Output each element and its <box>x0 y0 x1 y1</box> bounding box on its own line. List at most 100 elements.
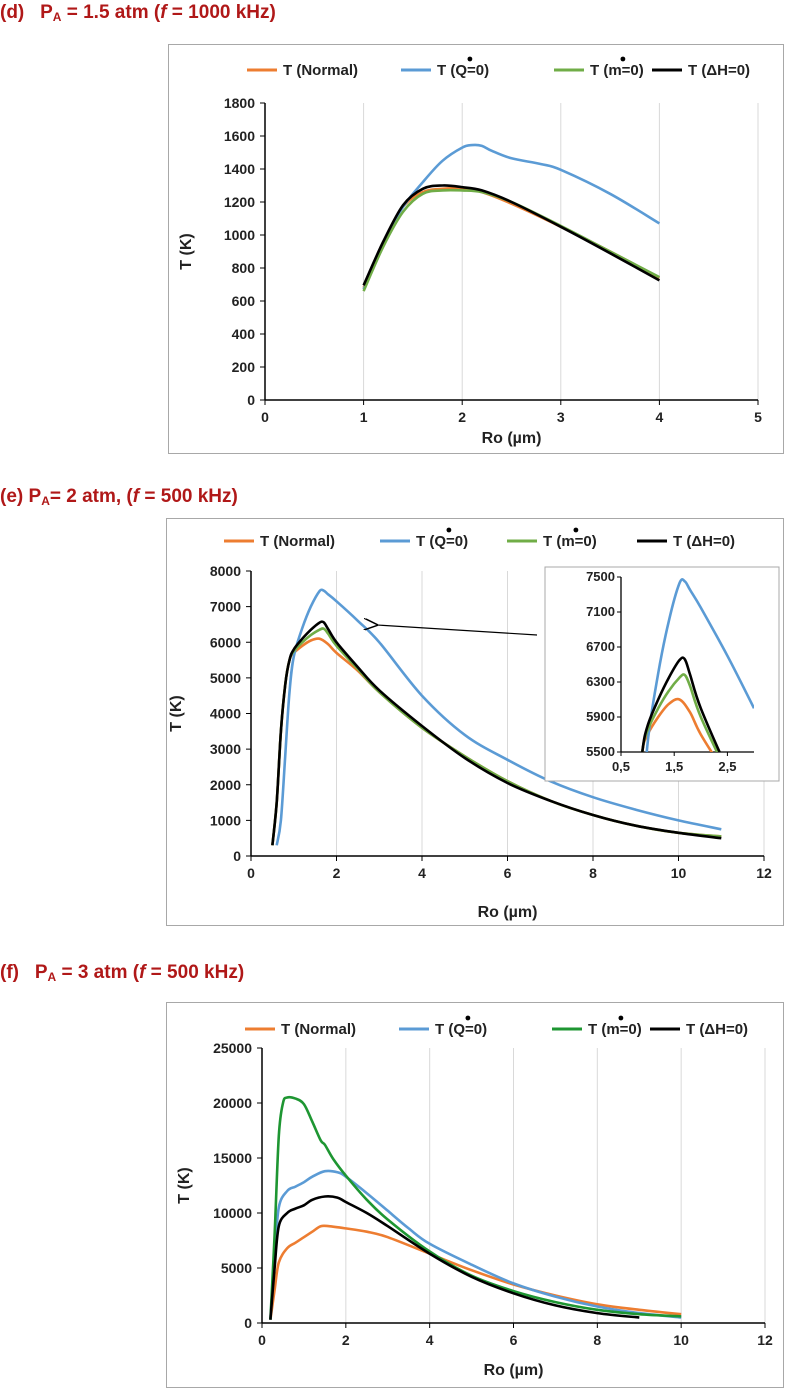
panel-d-heading: (d) PA = 1.5 atm (f = 1000 kHz) <box>0 2 276 24</box>
legend-label: T (m=0) <box>590 62 644 79</box>
heading-sub: A <box>52 10 62 24</box>
y-tick-label: 1400 <box>224 161 255 177</box>
inset-y-tick-label: 5900 <box>586 709 615 724</box>
inset-x-tick-label: 0,5 <box>612 759 630 774</box>
x-tick-label: 0 <box>258 1332 266 1348</box>
y-tick-label: 15000 <box>213 1150 252 1166</box>
legend-label: T (Q=0) <box>416 533 468 550</box>
inset-y-tick-label: 6300 <box>586 674 615 689</box>
heading-post: = 2 atm, ( <box>49 486 133 507</box>
heading-f: f <box>139 962 146 983</box>
legend-label: T (m=0) <box>588 1021 642 1038</box>
inset-y-tick-label: 5500 <box>586 744 615 759</box>
x-tick-label: 5 <box>754 409 762 425</box>
x-tick-label: 4 <box>656 409 664 425</box>
inset-series-line-0 <box>640 697 714 752</box>
y-tick-label: 1800 <box>224 95 255 111</box>
y-tick-label: 8000 <box>210 563 241 579</box>
chart-e: 0 2 4 6 8 10 12 0 1000 2000 3000 4000 5000 6000 7000 80… <box>168 527 780 921</box>
x-axis-label: Ro (µm) <box>482 430 542 447</box>
inset-series-line-2 <box>640 673 719 752</box>
inset-series-line-1 <box>645 578 754 752</box>
panel-f-heading: (f) PA = 3 atm (f = 500 kHz) <box>0 962 244 984</box>
inset-frame <box>544 566 780 782</box>
heading-post: = 3 atm ( <box>56 962 140 983</box>
legend-label: T (ΔH=0) <box>686 1021 748 1038</box>
x-tick-label: 2 <box>333 865 341 881</box>
y-tick-label: 400 <box>232 326 256 342</box>
inset-series-line-3 <box>640 656 721 752</box>
y-tick-label: 3000 <box>210 741 241 757</box>
x-tick-label: 4 <box>418 865 426 881</box>
inset-y-tick-label: 7500 <box>586 569 615 584</box>
heading-pre: (f) P <box>0 962 48 983</box>
legend-label: T (m=0) <box>543 533 597 550</box>
y-tick-label: 6000 <box>210 634 241 650</box>
chart-d: 0 1 2 3 4 5 0 200 400 600 800 1000 1200 1400 1600 1800 T… <box>178 56 762 447</box>
y-axis-label: T (K) <box>168 695 185 731</box>
series-line-1 <box>269 1169 682 1320</box>
y-tick-label: 1000 <box>210 812 241 828</box>
y-tick-label: 7000 <box>210 599 241 615</box>
heading-post2: = 1000 kHz) <box>166 2 276 23</box>
x-tick-label: 1 <box>360 409 368 425</box>
y-tick-label: 25000 <box>213 1040 252 1056</box>
inset-y-tick-label: 6700 <box>586 639 615 654</box>
series-line-3 <box>269 1195 640 1320</box>
x-tick-label: 0 <box>247 865 255 881</box>
legend-dot-accent <box>467 56 473 62</box>
legend-label: T (Q=0) <box>435 1021 487 1038</box>
legend-dot-accent <box>573 527 579 533</box>
heading-post: = 1.5 atm ( <box>61 2 161 23</box>
inset-x-tick-label: 1,5 <box>665 759 683 774</box>
inset-x-tick-label: 2,5 <box>718 759 736 774</box>
x-tick-label: 2 <box>342 1332 350 1348</box>
x-tick-label: 6 <box>504 865 512 881</box>
heading-post2: = 500 kHz) <box>145 962 245 983</box>
heading-sub: A <box>47 970 57 984</box>
legend-label: T (Normal) <box>260 533 335 550</box>
x-tick-label: 10 <box>671 865 687 881</box>
series-line-2 <box>362 188 661 292</box>
y-tick-label: 5000 <box>210 670 241 686</box>
y-tick-label: 1200 <box>224 194 255 210</box>
y-tick-label: 0 <box>244 1315 252 1331</box>
x-axis-label: Ro (µm) <box>484 1362 544 1379</box>
y-tick-label: 1000 <box>224 227 255 243</box>
y-axis-label: T (K) <box>178 233 195 269</box>
annotation-arrow <box>377 625 538 636</box>
y-tick-label: 200 <box>232 359 256 375</box>
legend-dot-accent <box>465 1015 471 1021</box>
x-tick-label: 0 <box>261 409 269 425</box>
x-tick-label: 12 <box>757 1332 773 1348</box>
legend-dot-accent <box>620 56 626 62</box>
series-line-3 <box>362 184 661 286</box>
legend-label: T (ΔH=0) <box>673 533 735 550</box>
series-line-3 <box>271 620 722 846</box>
panel-e-frame: 0 2 4 6 8 10 12 0 1000 2000 3000 4000 5000 6000 7000 80… <box>166 518 784 926</box>
legend-label: T (ΔH=0) <box>688 62 750 79</box>
x-tick-label: 12 <box>756 865 772 881</box>
y-axis-label: T (K) <box>176 1167 193 1203</box>
heading-sub: A <box>41 494 50 508</box>
legend-dot-accent <box>618 1015 624 1021</box>
y-tick-label: 0 <box>233 848 241 864</box>
panel-f-frame: 0 2 4 6 8 10 12 0 5000 10000 15000 20000 25000 T (K) R… <box>166 1002 784 1388</box>
y-tick-label: 0 <box>247 392 255 408</box>
y-tick-label: 4000 <box>210 706 241 722</box>
x-tick-label: 4 <box>426 1332 434 1348</box>
y-tick-label: 5000 <box>221 1260 252 1276</box>
inset-y-tick-label: 7100 <box>586 604 615 619</box>
x-tick-label: 6 <box>510 1332 518 1348</box>
y-tick-label: 2000 <box>210 777 241 793</box>
heading-f: f <box>132 486 140 507</box>
y-tick-label: 1600 <box>224 128 255 144</box>
series-line-1 <box>362 143 661 290</box>
panel-d-frame: 0 1 2 3 4 5 0 200 400 600 800 1000 1200 1400 1600 1800 T… <box>168 44 784 454</box>
legend-label: T (Normal) <box>281 1021 356 1038</box>
heading-pre: (d) P <box>0 2 53 23</box>
x-tick-label: 2 <box>458 409 466 425</box>
x-axis-label: Ro (µm) <box>478 904 538 921</box>
heading-pre: (e) P <box>0 486 42 507</box>
y-tick-label: 10000 <box>213 1205 252 1221</box>
